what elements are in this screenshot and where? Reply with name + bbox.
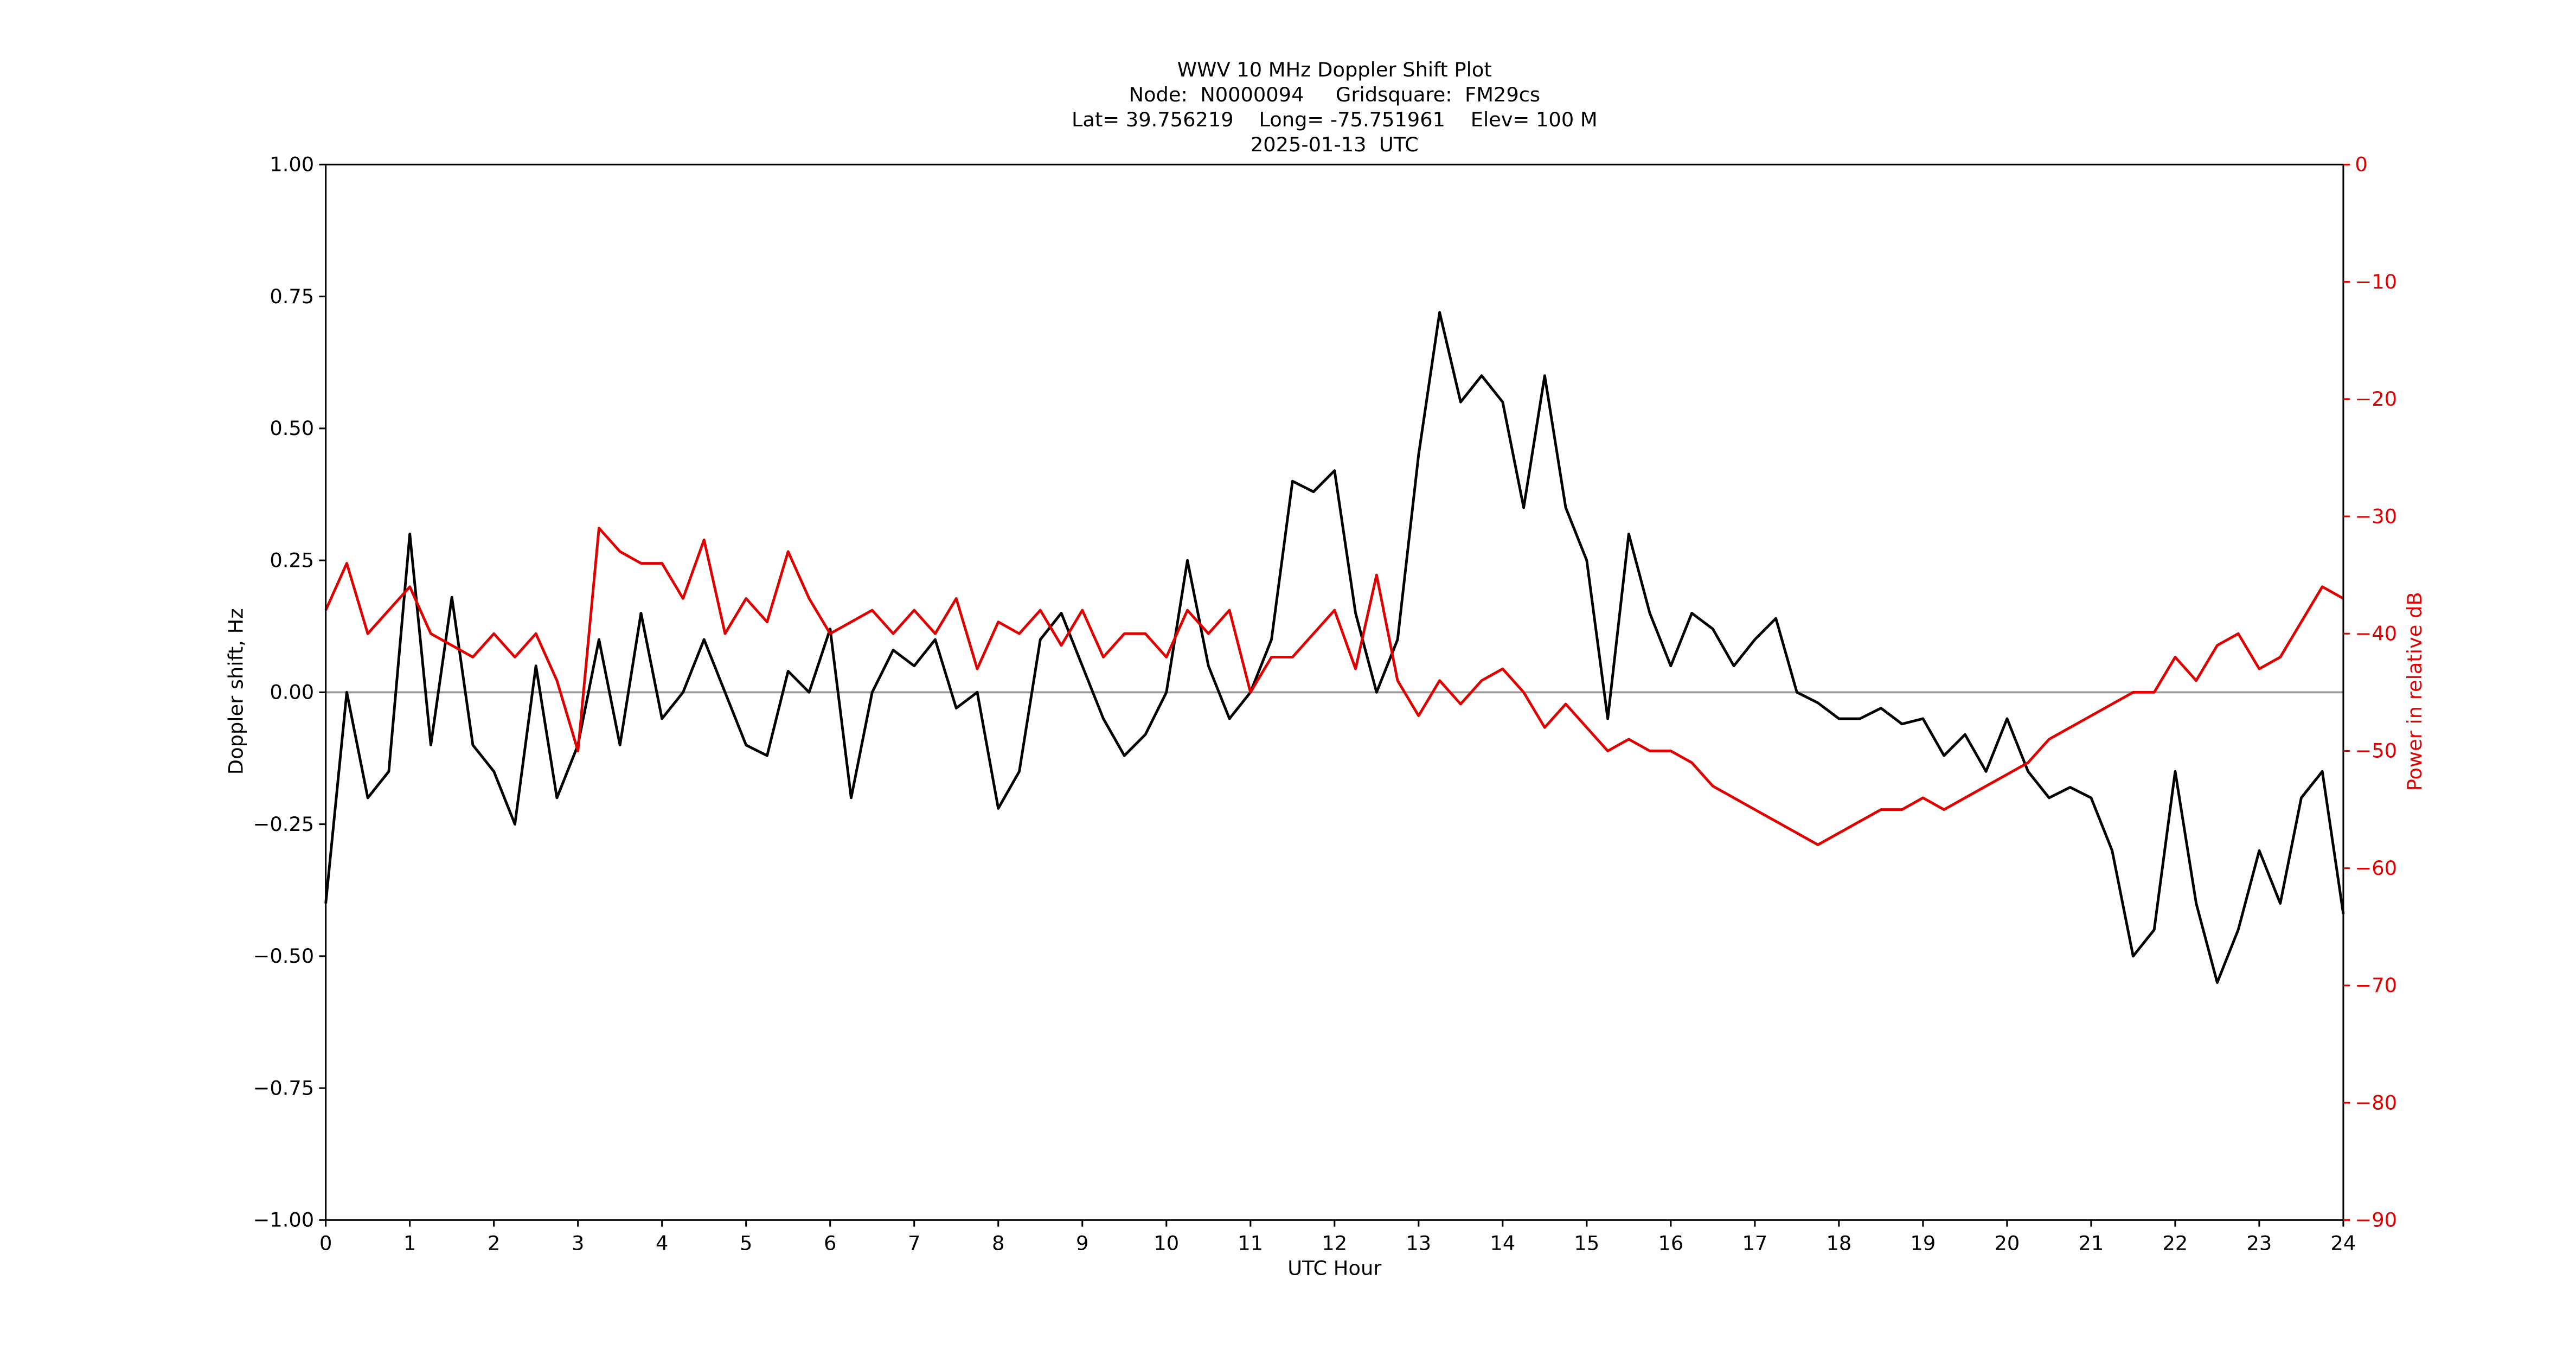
series-line xyxy=(324,311,2345,984)
y2-tick-label: −90 xyxy=(2355,1208,2397,1232)
y2-tick-label: −50 xyxy=(2355,739,2397,763)
x-tick-label: 18 xyxy=(1826,1231,1851,1255)
y-tick-label: 0.00 xyxy=(270,681,314,704)
y-tick-label: −1.00 xyxy=(253,1208,315,1232)
x-tick-label: 0 xyxy=(319,1231,332,1255)
x-tick-label: 23 xyxy=(2247,1231,2272,1255)
x-tick-label: 21 xyxy=(2079,1231,2104,1255)
x-tick-label: 15 xyxy=(1574,1231,1599,1255)
x-tick-label: 24 xyxy=(2331,1231,2356,1255)
y-axis-label: Doppler shift, Hz xyxy=(224,608,247,775)
y2-tick-label: −60 xyxy=(2355,856,2397,880)
chart-title: WWV 10 MHz Doppler Shift Plot xyxy=(1177,58,1492,81)
x-tick-label: 10 xyxy=(1154,1231,1179,1255)
y-tick-label: 0.50 xyxy=(270,417,314,440)
x-tick-label: 14 xyxy=(1490,1231,1515,1255)
y-tick-label: −0.75 xyxy=(253,1076,315,1099)
y-tick-label: 0.75 xyxy=(270,285,314,308)
y2-tick-label: −80 xyxy=(2355,1091,2397,1114)
x-tick-label: 8 xyxy=(992,1231,1004,1255)
chart-title: Node: N0000094 Gridsquare: FM29cs xyxy=(1129,83,1541,106)
chart-title: Lat= 39.756219 Long= -75.751961 Elev= 10… xyxy=(1072,108,1598,131)
x-tick-label: 13 xyxy=(1406,1231,1431,1255)
y2-tick-label: −30 xyxy=(2355,504,2397,528)
x-tick-label: 11 xyxy=(1238,1231,1263,1255)
y-tick-label: 1.00 xyxy=(270,153,314,176)
x-tick-label: 7 xyxy=(908,1231,920,1255)
x-tick-label: 17 xyxy=(1742,1231,1767,1255)
x-tick-label: 2 xyxy=(488,1231,500,1255)
x-tick-label: 12 xyxy=(1322,1231,1347,1255)
y2-tick-label: −40 xyxy=(2355,622,2397,645)
x-tick-label: 6 xyxy=(824,1231,836,1255)
x-tick-label: 5 xyxy=(740,1231,752,1255)
series-line xyxy=(324,527,2344,846)
y-tick-label: −0.25 xyxy=(253,813,315,836)
x-tick-label: 16 xyxy=(1658,1231,1683,1255)
x-tick-label: 19 xyxy=(1910,1231,1936,1255)
y2-tick-label: −70 xyxy=(2355,974,2397,997)
x-tick-label: 22 xyxy=(2163,1231,2188,1255)
y-tick-label: 0.25 xyxy=(270,548,314,572)
x-tick-label: 20 xyxy=(1994,1231,2020,1255)
x-tick-label: 4 xyxy=(656,1231,668,1255)
x-tick-label: 1 xyxy=(403,1231,416,1255)
y2-tick-label: 0 xyxy=(2355,153,2367,176)
x-tick-label: 3 xyxy=(572,1231,584,1255)
y2-tick-label: −20 xyxy=(2355,387,2397,411)
y2-tick-label: −10 xyxy=(2355,270,2397,293)
chart-title: 2025-01-13 UTC xyxy=(1251,133,1419,156)
y-tick-label: −0.50 xyxy=(253,944,315,968)
y2-axis-label: Power in relative dB xyxy=(2403,592,2426,791)
x-tick-label: 9 xyxy=(1076,1231,1088,1255)
x-axis-label: UTC Hour xyxy=(1287,1256,1382,1280)
